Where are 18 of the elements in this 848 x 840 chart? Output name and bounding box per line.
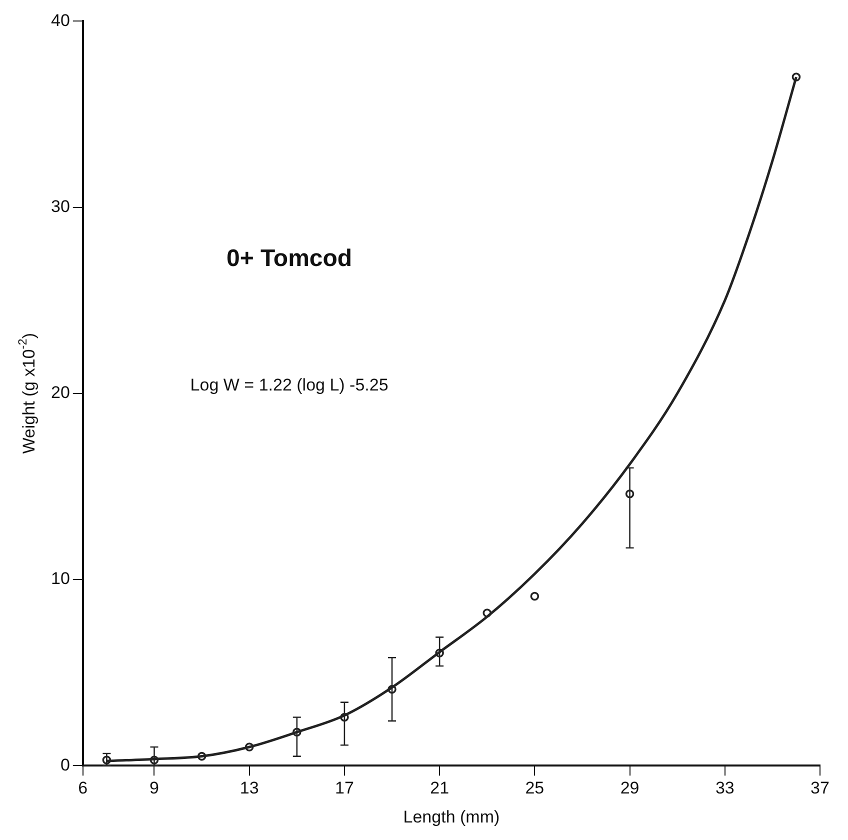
y-tick-label: 40 bbox=[50, 10, 70, 30]
x-tick-label: 13 bbox=[240, 778, 259, 798]
y-tick-label: 20 bbox=[50, 383, 70, 402]
y-axis-title: Weight (g x10-2) bbox=[15, 332, 39, 454]
annotation: Log W = 1.22 (log L) -5.25 bbox=[190, 376, 388, 395]
x-axis-title: Length (mm) bbox=[403, 808, 500, 827]
x-tick-label: 29 bbox=[620, 778, 640, 798]
x-tick-label: 25 bbox=[525, 778, 544, 798]
x-tick-label: 17 bbox=[334, 778, 354, 798]
x-tick-label: 33 bbox=[715, 778, 734, 798]
x-tick-label: 21 bbox=[430, 778, 450, 798]
x-tick-label: 6 bbox=[78, 778, 88, 798]
y-tick-label: 10 bbox=[50, 569, 70, 588]
x-tick-label: 9 bbox=[150, 778, 159, 798]
annotation: 0+ Tomcod bbox=[226, 245, 352, 272]
x-tick-label: 37 bbox=[810, 778, 830, 798]
y-tick-label: 0 bbox=[60, 755, 70, 774]
y-tick-label: 30 bbox=[50, 196, 70, 216]
